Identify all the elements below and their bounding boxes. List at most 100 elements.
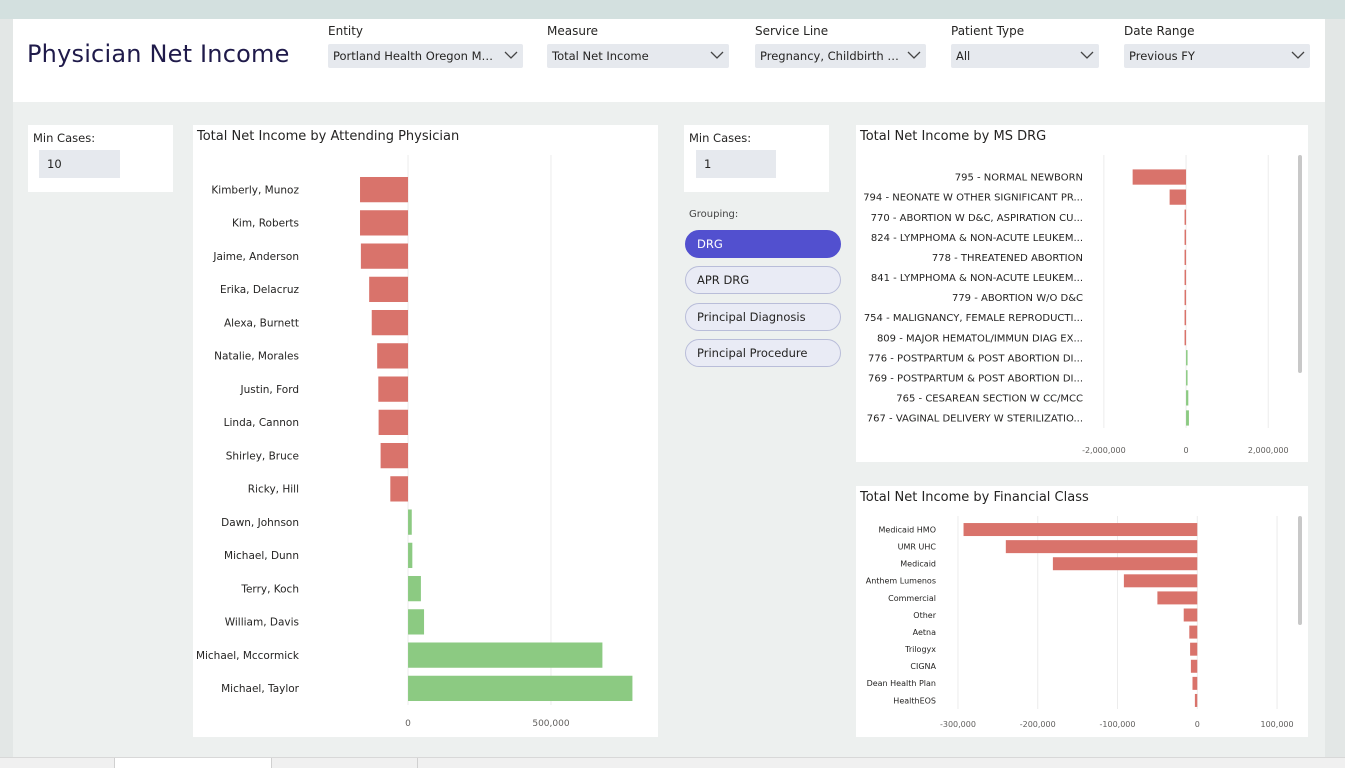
category-label: 754 - MALIGNANCY, FEMALE REPRODUCTI... xyxy=(864,313,1083,324)
grouping-apr-drg-button[interactable]: APR DRG xyxy=(685,266,841,294)
bar xyxy=(1052,557,1198,571)
category-label: UMR UHC xyxy=(898,543,937,552)
bar xyxy=(1184,289,1187,306)
category-label: Dean Health Plan xyxy=(867,679,936,688)
entity-filter: Entity Portland Health Oregon Memorial xyxy=(328,24,523,68)
measure-dropdown-value: Total Net Income xyxy=(552,49,649,63)
bar xyxy=(1189,625,1198,639)
x-tick-label: 0 xyxy=(1184,446,1189,455)
min-cases-input[interactable]: 10 xyxy=(39,150,120,178)
category-label: Kim, Roberts xyxy=(232,218,299,230)
bar xyxy=(1184,209,1187,225)
bar xyxy=(1190,659,1198,673)
category-label: Michael, Taylor xyxy=(221,683,300,695)
entity-dropdown[interactable]: Portland Health Oregon Memorial xyxy=(328,44,523,68)
date-range-filter-label: Date Range xyxy=(1124,24,1195,38)
category-label: Medicaid HMO xyxy=(879,525,936,534)
entity-dropdown-value: Portland Health Oregon Memorial xyxy=(333,49,523,63)
financial-class-chart-card: Total Net Income by Financial Class -300… xyxy=(856,486,1308,737)
bar xyxy=(1192,676,1198,690)
x-tick-label: -2,000,000 xyxy=(1082,446,1126,455)
category-label: 779 - ABORTION W/O D&C xyxy=(952,293,1083,304)
bar xyxy=(360,210,409,236)
category-label: CIGNA xyxy=(910,662,936,671)
chevron-down-icon xyxy=(1080,51,1094,59)
top-band xyxy=(0,0,1345,19)
category-label: Anthem Lumenos xyxy=(866,577,936,586)
scrollbar[interactable] xyxy=(1298,155,1302,373)
chart-title: Total Net Income by Attending Physician xyxy=(197,129,460,144)
drg-chart-card: Total Net Income by MS DRG -2,000,000 0 2,… xyxy=(856,125,1308,462)
min-cases-label: Min Cases: xyxy=(689,131,752,145)
x-tick-label: -300,000 xyxy=(940,720,976,729)
bar xyxy=(378,409,409,436)
bar xyxy=(1184,249,1187,265)
category-label: Linda, Cannon xyxy=(224,417,299,429)
chevron-down-icon xyxy=(710,51,724,59)
category-label: Dawn, Johnson xyxy=(221,517,299,529)
drg-bar-chart: -2,000,000 0 2,000,000 795 - NORMAL NEWBORN… xyxy=(863,155,1289,455)
grouping-principal-procedure-button[interactable]: Principal Procedure xyxy=(685,339,841,367)
category-label: 776 - POSTPARTUM & POST ABORTION DI... xyxy=(868,353,1083,364)
bar xyxy=(1183,608,1198,622)
chevron-down-icon xyxy=(1291,51,1305,59)
category-label: 770 - ABORTION W D&C, ASPIRATION CU... xyxy=(871,213,1083,224)
physician-chart-card: Total Net Income by Attending Physician … xyxy=(193,125,658,737)
chart-title: Total Net Income by Financial Class xyxy=(860,490,1089,505)
scrollbar[interactable] xyxy=(1298,516,1302,625)
bar xyxy=(1132,169,1187,185)
patient-type-dropdown[interactable]: All xyxy=(951,44,1099,68)
bar xyxy=(1184,309,1187,326)
category-label: 841 - LYMPHOMA & NON-ACUTE LEUKEM... xyxy=(871,273,1083,284)
bar xyxy=(1186,410,1189,426)
physician-bar-chart: 0 500,000 Kimberly, Munoz Kim, Roberts Jaime… xyxy=(196,155,633,729)
bar xyxy=(408,609,425,635)
bar xyxy=(408,642,603,668)
category-label: HealthEOS xyxy=(893,696,936,705)
bar xyxy=(1169,189,1187,205)
bar xyxy=(1184,269,1187,286)
min-cases-card-right: Min Cases: 1 xyxy=(684,125,829,192)
category-label: 778 - THREATENED ABORTION xyxy=(932,253,1083,264)
patient-type-filter: Patient Type All xyxy=(951,24,1099,68)
bar xyxy=(369,276,409,303)
category-label: Jaime, Anderson xyxy=(212,251,299,263)
bar xyxy=(378,376,409,402)
x-tick-label: 0 xyxy=(1195,720,1200,729)
page-tab-active[interactable] xyxy=(115,758,272,768)
grouping-principal-diagnosis-button[interactable]: Principal Diagnosis xyxy=(685,303,841,331)
page-tab-bar xyxy=(0,757,1345,768)
category-label: William, Davis xyxy=(225,617,299,629)
bar xyxy=(408,509,412,535)
date-range-dropdown-value: Previous FY xyxy=(1129,49,1195,63)
grouping-drg-button[interactable]: DRG xyxy=(685,230,841,258)
category-label: Kimberly, Munoz xyxy=(211,184,299,196)
category-label: Ricky, Hill xyxy=(248,484,299,496)
measure-dropdown[interactable]: Total Net Income xyxy=(547,44,729,68)
category-label: 809 - MAJOR HEMATOL/IMMUN DIAG EX... xyxy=(877,333,1083,344)
page-tab[interactable] xyxy=(272,758,418,768)
bar xyxy=(1184,229,1187,245)
entity-filter-label: Entity xyxy=(328,24,364,38)
category-label: Commercial xyxy=(888,594,936,603)
chevron-down-icon xyxy=(504,51,518,59)
category-label: Terry, Koch xyxy=(240,583,299,595)
service-line-dropdown[interactable]: Pregnancy, Childbirth And Newborns xyxy=(755,44,926,68)
date-range-dropdown[interactable]: Previous FY xyxy=(1124,44,1310,68)
x-tick-label: 500,000 xyxy=(532,719,569,729)
chart-title: Total Net Income by MS DRG xyxy=(860,129,1047,144)
bar xyxy=(408,675,633,702)
chevron-down-icon xyxy=(907,51,921,59)
service-line-dropdown-value: Pregnancy, Childbirth And Newborns xyxy=(760,49,926,63)
date-range-filter: Date Range Previous FY xyxy=(1124,24,1310,68)
measure-filter: Measure Total Net Income xyxy=(547,24,729,68)
grouping-label: Grouping: xyxy=(689,209,739,220)
bar xyxy=(1157,591,1198,605)
category-label: 824 - LYMPHOMA & NON-ACUTE LEUKEM... xyxy=(871,233,1083,244)
bar xyxy=(390,476,409,502)
bar xyxy=(408,542,413,569)
service-line-filter-label: Service Line xyxy=(755,24,829,38)
min-cases-input[interactable]: 1 xyxy=(696,150,776,178)
category-label: Shirley, Bruce xyxy=(226,450,299,462)
page-tab[interactable] xyxy=(0,758,115,768)
